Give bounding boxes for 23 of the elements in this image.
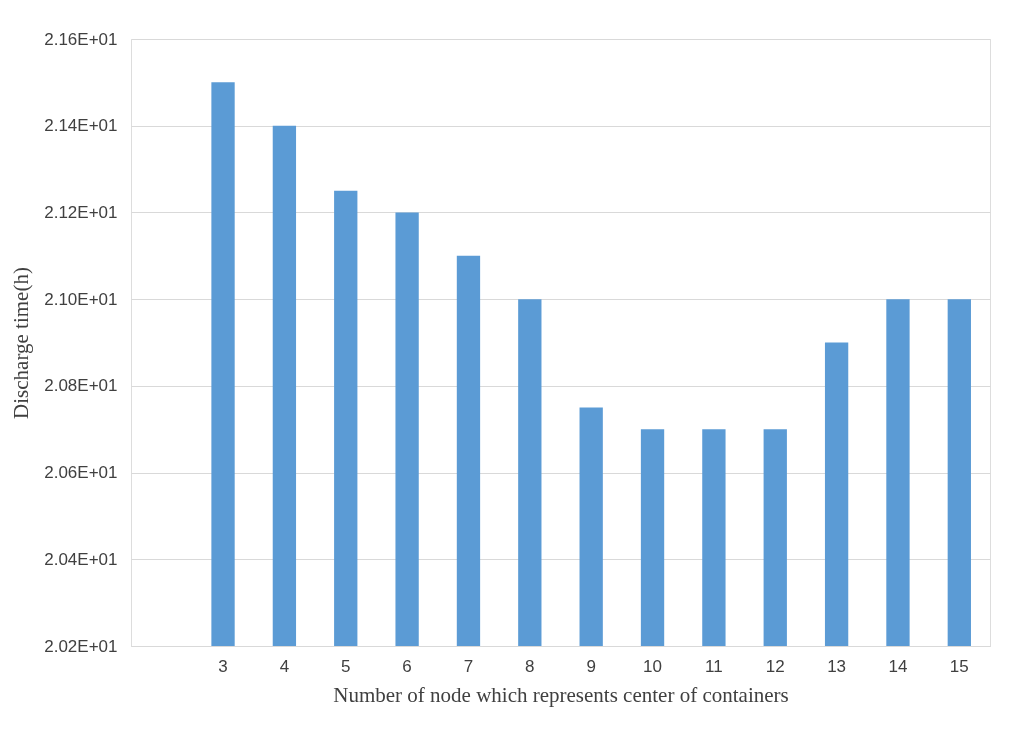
x-tick-label: 15 (949, 656, 969, 676)
x-tick-label: 10 (643, 656, 662, 676)
y-tick-label: 2.12E+01 (44, 202, 118, 222)
x-tick-label: 9 (586, 656, 596, 676)
y-axis-title: Discharge time(h) (9, 267, 34, 419)
x-tick-label: 8 (525, 656, 535, 676)
y-tick-label: 2.02E+01 (44, 636, 118, 656)
x-tick-label: 14 (888, 656, 908, 676)
y-tick-label: 2.10E+01 (44, 289, 118, 309)
x-tick-label: 6 (402, 656, 412, 676)
x-tick-label: 13 (827, 656, 847, 676)
x-axis-title: Number of node which represents center of containers (333, 682, 789, 707)
x-tick-label: 3 (218, 656, 228, 676)
y-tick-label: 2.06E+01 (44, 463, 118, 483)
x-tick-label: 7 (463, 656, 474, 676)
x-tick-label: 11 (705, 656, 723, 676)
y-tick-label: 2.14E+01 (44, 116, 118, 136)
x-tick-label: 12 (765, 656, 785, 676)
x-tick-label: 4 (279, 656, 290, 676)
y-tick-label: 2.08E+01 (44, 376, 118, 396)
x-tick-label: 5 (341, 656, 351, 676)
y-tick-label: 2.16E+01 (44, 29, 118, 49)
y-tick-label: 2.04E+01 (44, 549, 118, 569)
